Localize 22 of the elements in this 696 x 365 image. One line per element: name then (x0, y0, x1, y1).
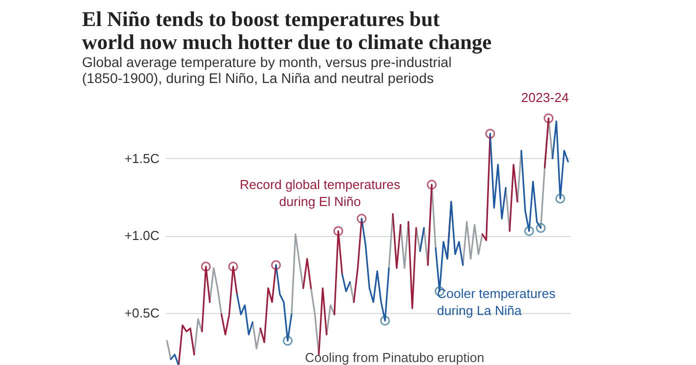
y-tick-label: +0.5C (124, 305, 160, 320)
point (200, 262, 211, 272)
annotation: 2023-24 (521, 90, 569, 105)
point (380, 316, 390, 326)
point (333, 226, 344, 236)
point (555, 194, 566, 204)
annotation: Cooler temperatures during La Niña (437, 286, 556, 318)
annotation: Cooling from Pinatubo eruption (305, 350, 484, 365)
point (356, 214, 367, 224)
y-tick-label: +1.0C (124, 228, 160, 244)
chart-subtitle: Global average temperature by month, versus pre-industrial (1850-1900), during El Niño, La Niña and neutral periods (82, 54, 452, 86)
y-tick-label: +1.5C (124, 150, 160, 166)
point (228, 262, 238, 272)
point (544, 113, 554, 124)
point (271, 260, 281, 270)
point (282, 336, 293, 346)
annotation: Record global temperatures during El Niño (240, 177, 401, 209)
point (524, 226, 534, 236)
point (536, 223, 546, 233)
chart-title: El Niño tends to boost temperatures but world now much hotter due to climate change (82, 7, 492, 54)
point (426, 180, 437, 190)
point (485, 128, 496, 139)
